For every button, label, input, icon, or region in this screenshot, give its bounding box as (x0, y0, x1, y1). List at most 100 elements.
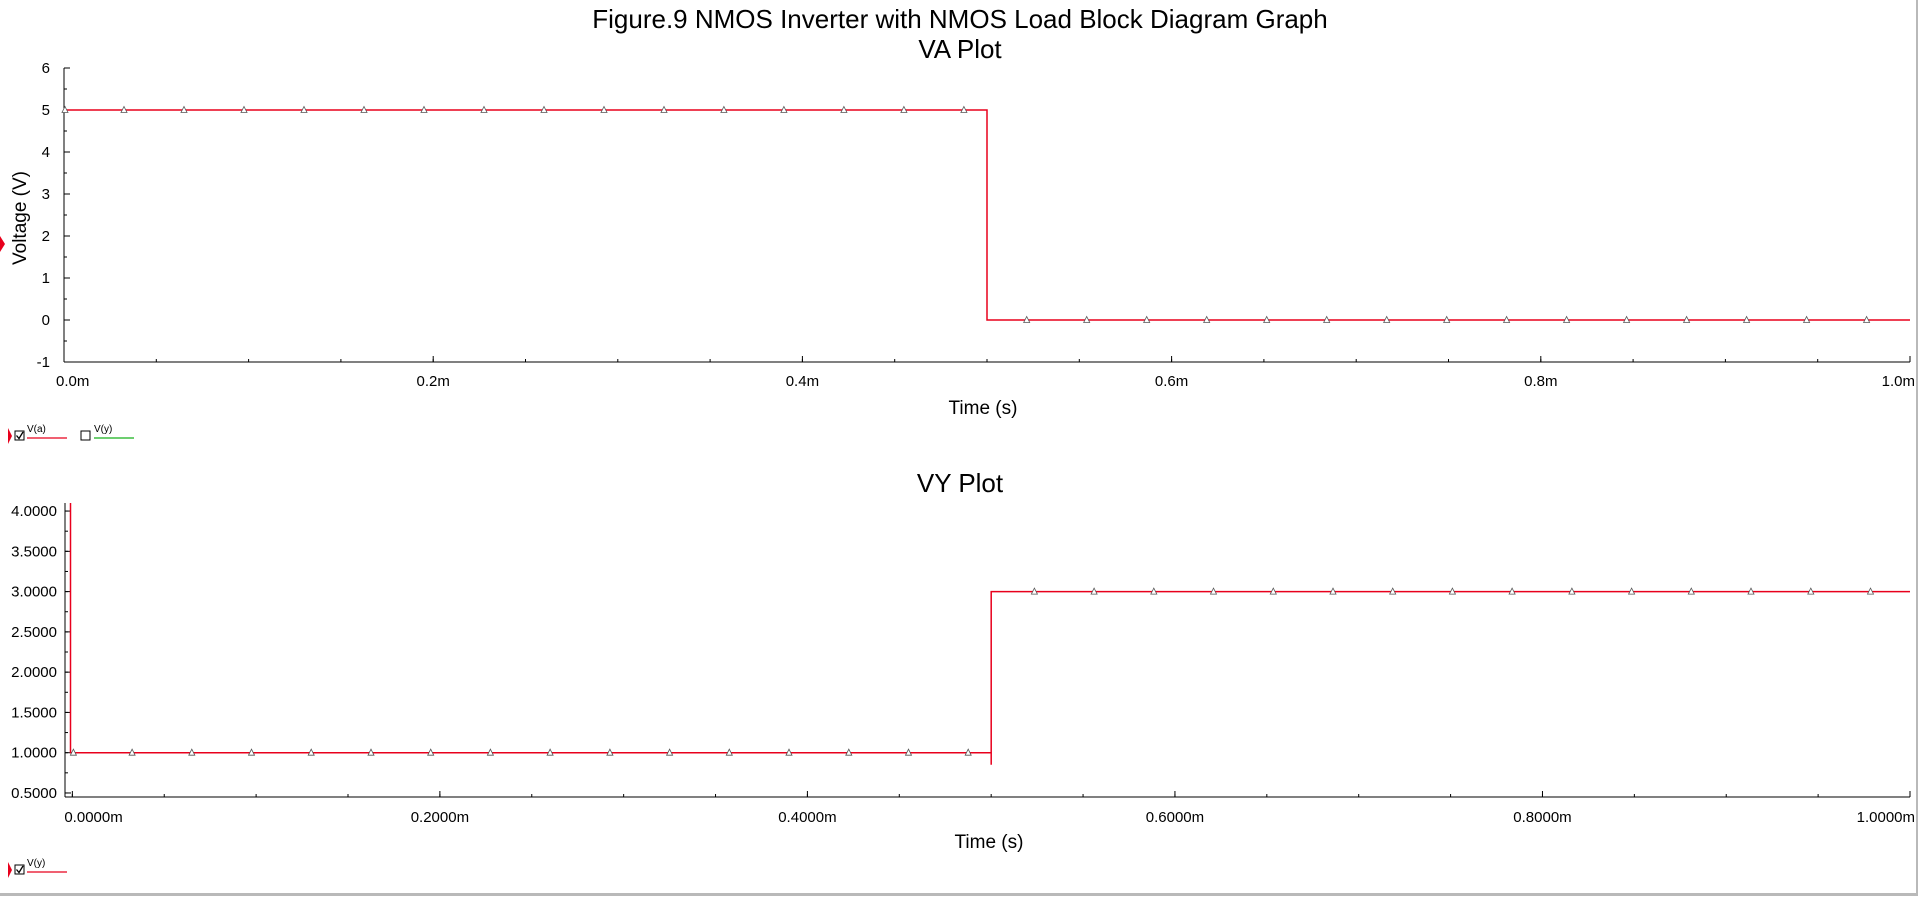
va-data-marker (1383, 315, 1391, 323)
vy-data-marker (665, 748, 674, 756)
va-data-marker (1562, 315, 1571, 323)
vy-plot-x-axis-label: Time (s) (955, 832, 1024, 853)
va-x-tick-label: 0.0m (56, 373, 89, 390)
va-data-marker (360, 105, 368, 113)
vy-data-marker (367, 748, 375, 756)
vy-data-marker (1866, 587, 1875, 595)
legend-checkbox-vy[interactable] (80, 430, 91, 441)
vy-data-marker (1508, 587, 1516, 595)
va-y-tick-label: 1 (42, 270, 50, 287)
legend-checkbox-vy-bottom[interactable] (14, 864, 25, 875)
va-data-marker (900, 105, 908, 113)
checkmark-icon (16, 865, 24, 874)
va-plot: VA Plot Voltage (V) Time (s) 0.0m 0.2m 0.4… (10, 34, 1915, 419)
va-data-marker (120, 105, 128, 113)
va-plot-title: VA Plot (918, 34, 1002, 64)
va-y-tick-label: 0 (42, 312, 50, 329)
va-data-marker (1502, 315, 1511, 323)
vy-y-tick-label: 3.5000 (11, 543, 57, 560)
legend-item-vy-bottom[interactable]: V(y) (14, 858, 67, 875)
va-data-marker (1323, 315, 1331, 323)
vy-y-tick-label: 1.5000 (11, 704, 57, 721)
legend-label-vy-bottom: V(y) (27, 858, 45, 869)
va-x-tick-label: 1.0m (1882, 373, 1915, 390)
legend-label-vy: V(y) (94, 424, 112, 435)
vy-data-marker (546, 748, 554, 756)
va-data-marker (1742, 315, 1751, 323)
vy-data-marker (486, 748, 495, 756)
vy-data-marker (904, 748, 913, 756)
vy-data-marker (1090, 587, 1098, 595)
vy-series-line (69, 503, 1910, 765)
va-data-marker (1143, 315, 1151, 323)
vy-x-tick-label: 0.0000m (64, 809, 122, 826)
va-data-marker (300, 105, 308, 113)
figure-title: Figure.9 NMOS Inverter with NMOS Load Bl… (592, 4, 1327, 34)
vy-data-marker (964, 748, 972, 756)
va-data-marker (1862, 315, 1871, 323)
legend-cursor-marker (8, 862, 12, 878)
vy-y-tick-label: 1.0000 (11, 745, 57, 762)
va-y-tick-label: 2 (42, 228, 50, 245)
va-x-tick-label: 0.4m (786, 373, 819, 390)
va-plot-x-axis-label: Time (s) (949, 398, 1018, 419)
vy-data-marker (1269, 587, 1277, 595)
vy-data-marker (307, 748, 315, 756)
vy-data-marker (1030, 587, 1039, 595)
va-data-marker (480, 105, 488, 113)
legend-cursor-marker (8, 428, 12, 444)
vy-data-marker (1448, 587, 1457, 595)
va-x-tick-label: 0.2m (417, 373, 450, 390)
vy-plot-title: VY Plot (917, 468, 1004, 498)
va-y-tick-label: 3 (42, 186, 50, 203)
vy-data-marker (845, 748, 853, 756)
va-data-marker (1802, 315, 1811, 323)
vy-data-marker (188, 748, 196, 756)
va-plot-y-axis-label: Voltage (V) (10, 171, 31, 265)
vy-x-tick-label: 0.6000m (1146, 809, 1204, 826)
checkmark-icon (16, 431, 24, 440)
vy-data-marker (785, 748, 793, 756)
va-data-marker (600, 105, 608, 113)
vy-data-marker (247, 748, 256, 756)
vy-plot: VY Plot Time (s) 0.0000m 0.2000m 0.4000m 0.… (11, 468, 1915, 853)
legend-item-va[interactable]: V(a) (14, 424, 67, 441)
va-data-marker (660, 105, 668, 113)
legend-item-vy[interactable]: V(y) (80, 424, 134, 441)
vy-x-tick-label: 0.2000m (411, 809, 469, 826)
va-data-marker (1443, 315, 1451, 323)
vy-data-marker (1747, 587, 1755, 595)
legend-checkbox-va[interactable] (14, 430, 25, 441)
legend-label-va: V(a) (27, 424, 46, 435)
va-x-tick-label: 0.8m (1524, 373, 1557, 390)
vy-x-tick-label: 0.8000m (1513, 809, 1571, 826)
va-data-marker (1083, 315, 1091, 323)
vy-data-marker (606, 748, 614, 756)
vy-data-marker (1807, 587, 1815, 595)
vy-y-tick-label: 4.0000 (11, 503, 57, 520)
va-data-marker (720, 105, 728, 113)
vy-data-marker (1329, 587, 1337, 595)
vy-x-tick-label: 0.4000m (778, 809, 836, 826)
vy-data-marker (1150, 587, 1158, 595)
va-data-marker (1263, 315, 1271, 323)
va-data-marker (960, 105, 968, 113)
va-data-marker (1023, 315, 1031, 323)
va-data-marker (840, 105, 848, 113)
vy-y-tick-label: 2.5000 (11, 624, 57, 641)
va-data-marker (1622, 315, 1631, 323)
vy-data-marker (725, 748, 733, 756)
va-data-marker (240, 105, 248, 113)
vy-y-tick-label: 0.5000 (11, 785, 57, 802)
vy-data-marker (128, 748, 136, 756)
vy-y-tick-label: 2.0000 (11, 664, 57, 681)
va-data-marker (1203, 315, 1211, 323)
vy-x-tick-label: 1.0000m (1857, 809, 1915, 826)
vy-data-marker (1389, 587, 1397, 595)
cursor-marker-top[interactable] (0, 236, 5, 252)
vy-data-marker (1687, 587, 1695, 595)
va-x-tick-label: 0.6m (1155, 373, 1188, 390)
vy-data-marker (1568, 587, 1576, 595)
